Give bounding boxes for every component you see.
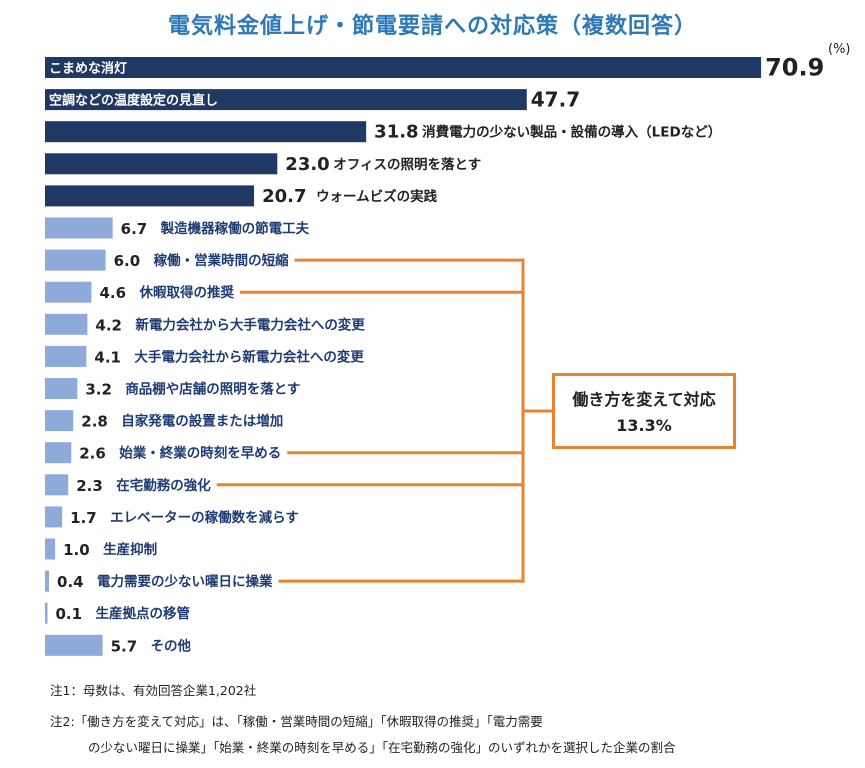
value-label: 2.6 (79, 445, 106, 463)
category-label: その他 (151, 637, 192, 654)
category-label: 空調などの温度設定の見直し (49, 93, 218, 109)
bar (45, 121, 367, 143)
work-style-callout: 働き方を変えて対応 13.3% (552, 373, 736, 449)
category-label: こまめな消灯 (49, 61, 127, 77)
category-label: 自家発電の設置または増加 (121, 413, 283, 430)
value-label: 6.0 (114, 252, 141, 270)
callout-label: 働き方を変えて対応 (572, 390, 716, 409)
bar (45, 345, 87, 367)
unit-label: (%) (828, 42, 851, 57)
value-label: 23.0 (285, 154, 329, 175)
category-label: 消費電力の少ない製品・設備の導入（LEDなど） (422, 124, 721, 141)
bar (45, 474, 69, 496)
bar (45, 185, 255, 207)
category-label: ウォームビズの実践 (316, 188, 438, 205)
value-label: 4.1 (94, 348, 121, 366)
bar (45, 442, 72, 464)
category-label: エレベーターの稼働数を減らす (110, 509, 299, 526)
note-1: 注1：母数は、有効回答企業1,202社 (50, 683, 257, 698)
value-label: 1.7 (70, 509, 97, 527)
category-label: 製造機器稼働の節電工夫 (160, 220, 310, 237)
value-label: 6.7 (121, 220, 148, 238)
bar (45, 602, 48, 624)
value-label: 31.8 (374, 122, 418, 143)
bar (45, 634, 103, 656)
bar (45, 378, 78, 399)
value-label: 70.9 (765, 54, 824, 82)
category-label: 新電力会社から大手電力会社への変更 (135, 316, 365, 333)
value-label: 4.2 (95, 316, 122, 334)
bar (45, 217, 113, 239)
bar (45, 506, 63, 528)
value-label: 20.7 (262, 186, 306, 207)
bar (45, 538, 56, 560)
note-2-line-1: 注2:「働き方を変えて対応」は、「稼働・営業時間の短縮」「休暇取得の推奨」「電力… (50, 714, 543, 729)
value-label: 47.7 (531, 88, 580, 112)
note-2-line-2: の少ない曜日に操業」「始業・終業の時刻を早める」「在宅勤務の強化」のいずれかを選… (88, 740, 676, 755)
bar (45, 153, 278, 175)
chart-title: 電気料金値上げ・節電要請への対応策（複数回答） (167, 14, 697, 39)
value-label: 5.7 (111, 637, 138, 655)
bar (45, 89, 527, 111)
category-label: 商品棚や店舗の照明を落とす (125, 381, 300, 398)
category-label: 生産拠点の移管 (96, 605, 191, 622)
category-label: 電力需要の少ない曜日に操業 (97, 573, 273, 590)
value-label: 1.0 (63, 541, 90, 559)
value-label: 0.4 (57, 573, 84, 591)
bar (45, 570, 50, 592)
category-label: 休暇取得の推奨 (138, 284, 234, 301)
value-label: 0.1 (56, 605, 83, 623)
value-label: 2.8 (81, 413, 108, 431)
category-label: 大手電力会社から新電力会社への変更 (134, 348, 364, 365)
bar (45, 57, 762, 78)
category-label: オフィスの照明を落とす (333, 156, 481, 173)
category-label: 在宅勤務の強化 (116, 477, 211, 494)
bar (45, 313, 88, 335)
category-label: 稼働・営業時間の短縮 (154, 252, 289, 269)
category-label: 生産抑制 (103, 541, 157, 558)
value-label: 3.2 (85, 381, 112, 399)
value-label: 2.3 (76, 477, 103, 495)
value-label: 4.6 (99, 284, 126, 302)
bar (45, 281, 92, 303)
bar (45, 410, 74, 432)
category-label: 始業・終業の時刻を早める (119, 445, 281, 462)
callout-value: 13.3% (616, 416, 672, 435)
bar (45, 249, 106, 271)
